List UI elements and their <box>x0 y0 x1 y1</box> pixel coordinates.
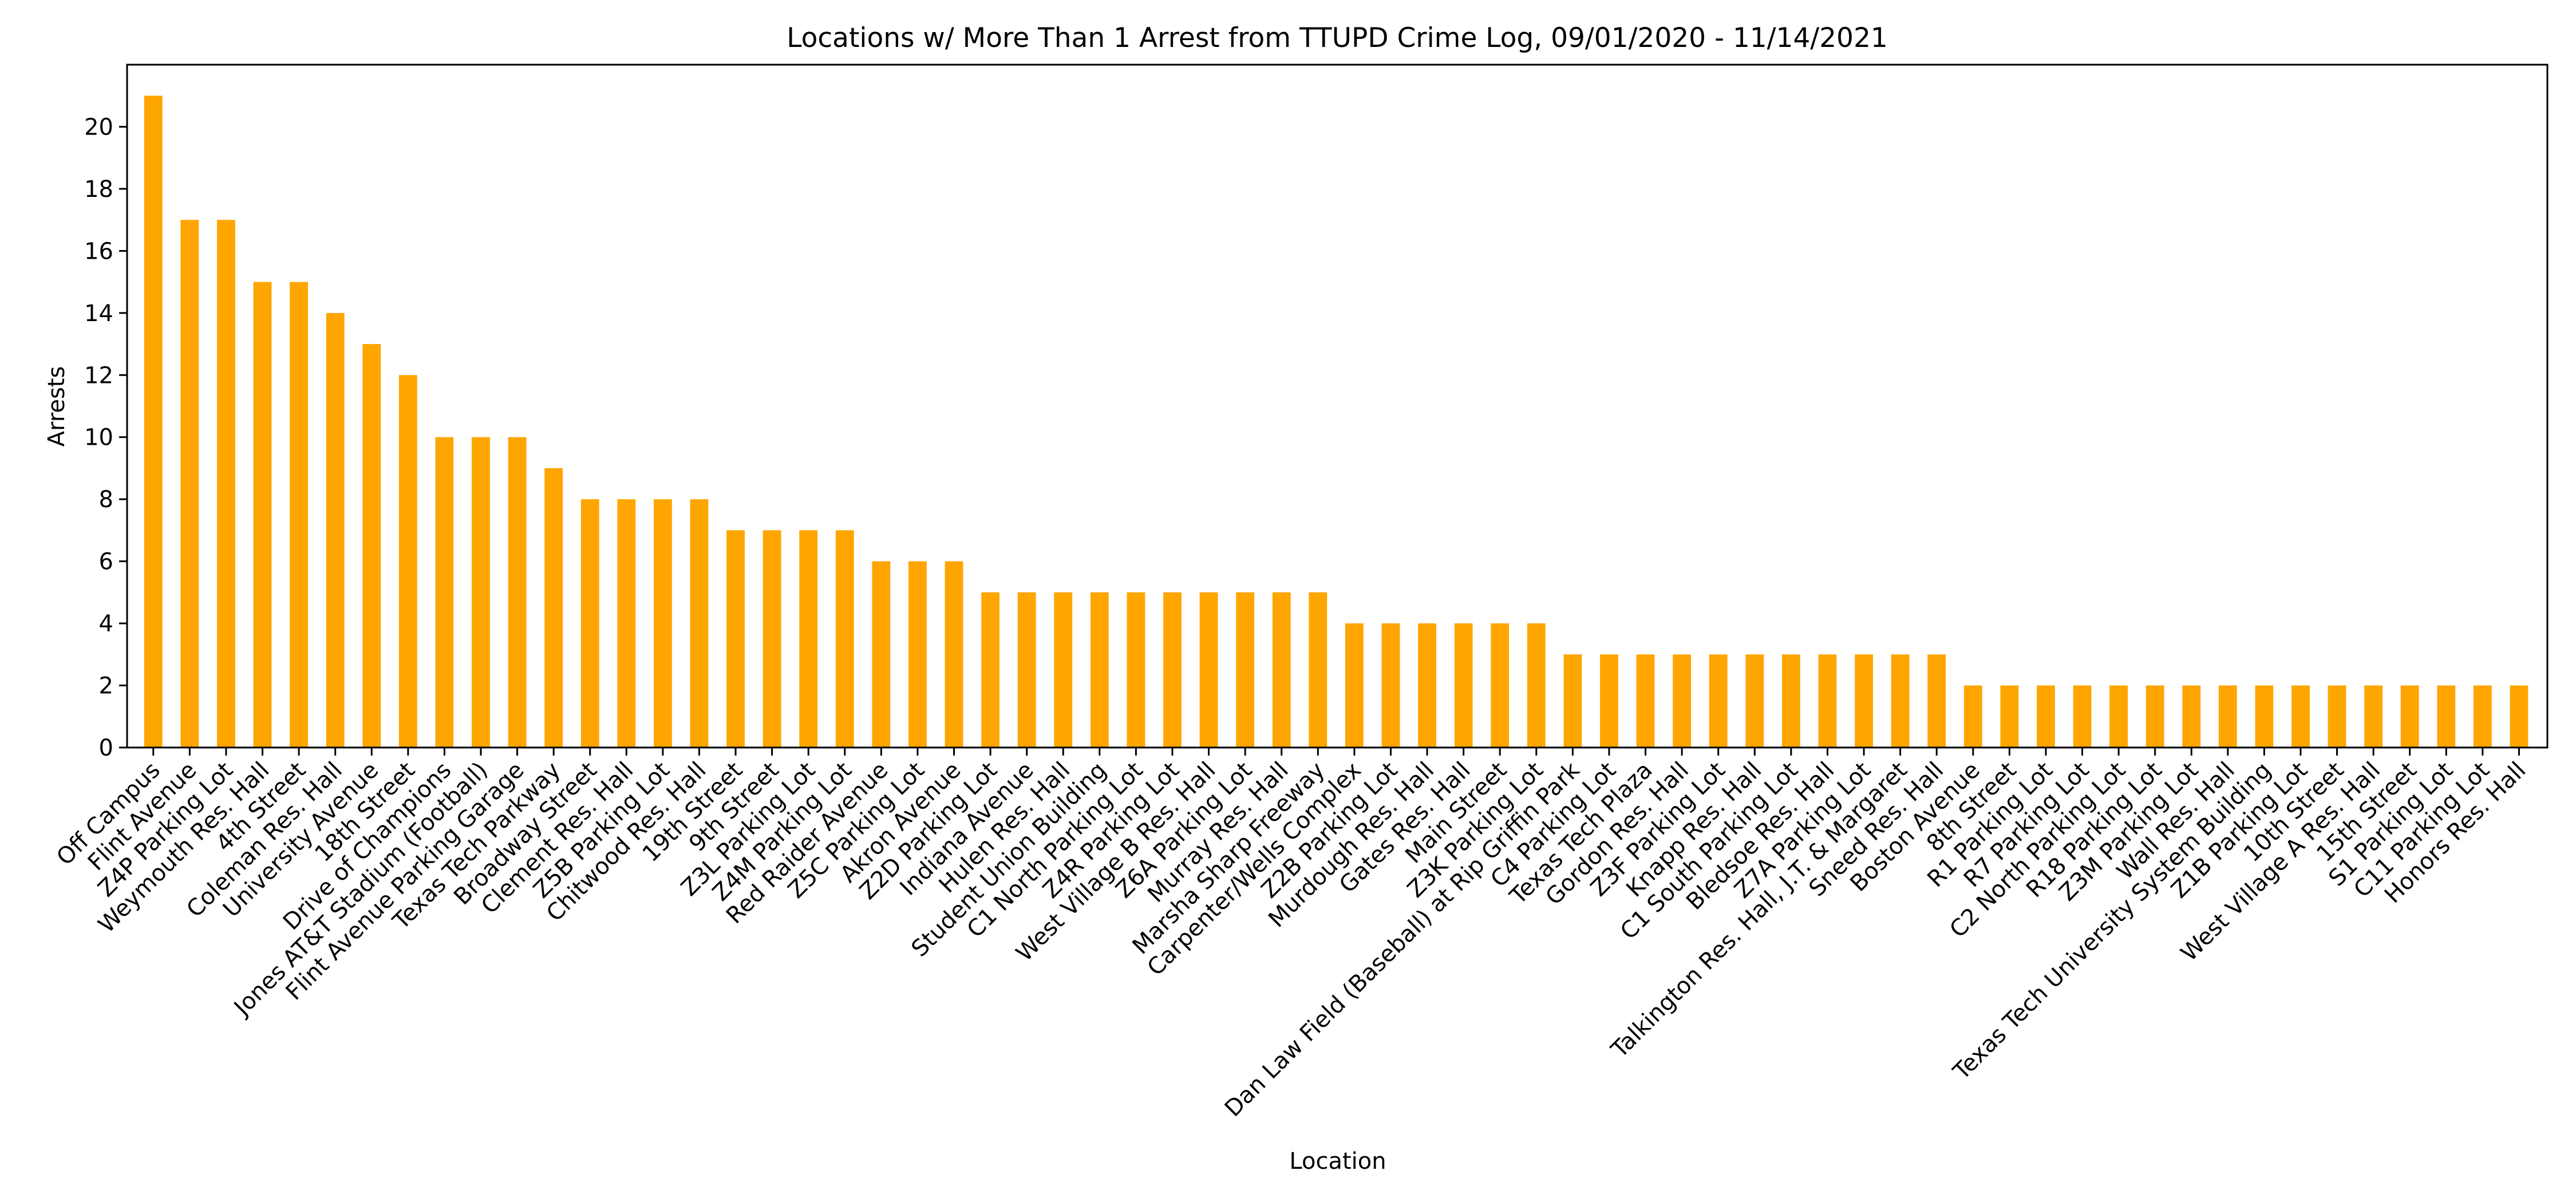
bar <box>2364 685 2383 748</box>
plot-frame <box>126 64 2549 749</box>
bar <box>1199 592 1218 748</box>
bar <box>544 468 563 748</box>
bar <box>435 437 454 748</box>
x-axis-label: Location <box>1289 1148 1386 1175</box>
bar <box>2510 685 2528 748</box>
y-tick-label: 8 <box>99 487 113 513</box>
y-tick-label: 12 <box>84 362 113 389</box>
bar <box>1454 623 1473 748</box>
bar <box>799 530 818 748</box>
bar <box>1017 592 1036 748</box>
y-tick-label: 18 <box>84 176 113 203</box>
bar <box>1491 623 1510 748</box>
bar <box>1345 623 1364 748</box>
bar <box>945 561 963 748</box>
bar <box>1963 685 1982 748</box>
bar <box>253 282 272 748</box>
bar <box>2146 685 2164 748</box>
bar <box>2037 685 2055 748</box>
bar <box>1818 654 1837 748</box>
bar <box>1090 592 1109 748</box>
bar <box>2073 685 2092 748</box>
bar <box>2291 685 2310 748</box>
bar <box>217 220 235 748</box>
y-tick-label: 2 <box>99 673 113 699</box>
bar <box>908 561 927 748</box>
bar <box>2473 685 2492 748</box>
y-tick-label: 0 <box>99 735 113 761</box>
bar <box>180 220 199 748</box>
bar <box>654 499 672 748</box>
bar <box>617 499 636 748</box>
bar <box>398 375 417 748</box>
y-tick-label: 4 <box>99 611 113 637</box>
bar <box>1127 592 1145 748</box>
bar <box>2182 685 2201 748</box>
bar <box>290 282 308 748</box>
bar <box>362 344 381 748</box>
y-axis-label: Arrests <box>44 366 70 447</box>
bar <box>1563 654 1582 748</box>
bar <box>2255 685 2274 748</box>
y-tick-label: 20 <box>84 114 113 140</box>
y-tick-label: 16 <box>84 238 113 264</box>
y-tick-label: 10 <box>84 425 113 451</box>
bar <box>726 530 745 748</box>
bar <box>981 592 999 748</box>
bars-group <box>144 96 2528 748</box>
y-tick-label: 14 <box>84 300 113 327</box>
chart-title: Locations w/ More Than 1 Arrest from TTU… <box>787 22 1888 54</box>
bar <box>2328 685 2346 748</box>
y-axis-ticks: 0 2 4 6 8 10 12 14 16 18 20 <box>84 114 127 761</box>
bar <box>2218 685 2237 748</box>
bar <box>1236 592 1255 748</box>
bar <box>872 561 891 748</box>
bar <box>1781 654 1800 748</box>
bar <box>1891 654 1910 748</box>
bar <box>1927 654 1946 748</box>
bar <box>2000 685 2019 748</box>
bar <box>1309 592 1327 748</box>
bar <box>2437 685 2456 748</box>
bar <box>2109 685 2128 748</box>
y-tick-label: 6 <box>99 549 113 575</box>
bar <box>472 437 490 748</box>
bar <box>2400 685 2419 748</box>
bar <box>762 530 781 748</box>
bar <box>326 313 345 748</box>
bar <box>1418 623 1436 748</box>
bar <box>1272 592 1291 748</box>
bar <box>144 96 163 748</box>
bar <box>1636 654 1655 748</box>
bar <box>835 530 854 748</box>
bar <box>690 499 709 748</box>
bar <box>1745 654 1764 748</box>
bar <box>1855 654 1873 748</box>
bar <box>1527 623 1546 748</box>
bar <box>1381 623 1400 748</box>
bar <box>1709 654 1728 748</box>
bar <box>1673 654 1691 748</box>
bar <box>580 499 599 748</box>
bar <box>1600 654 1618 748</box>
bar <box>1163 592 1182 748</box>
bar <box>1054 592 1073 748</box>
bar <box>508 437 527 748</box>
